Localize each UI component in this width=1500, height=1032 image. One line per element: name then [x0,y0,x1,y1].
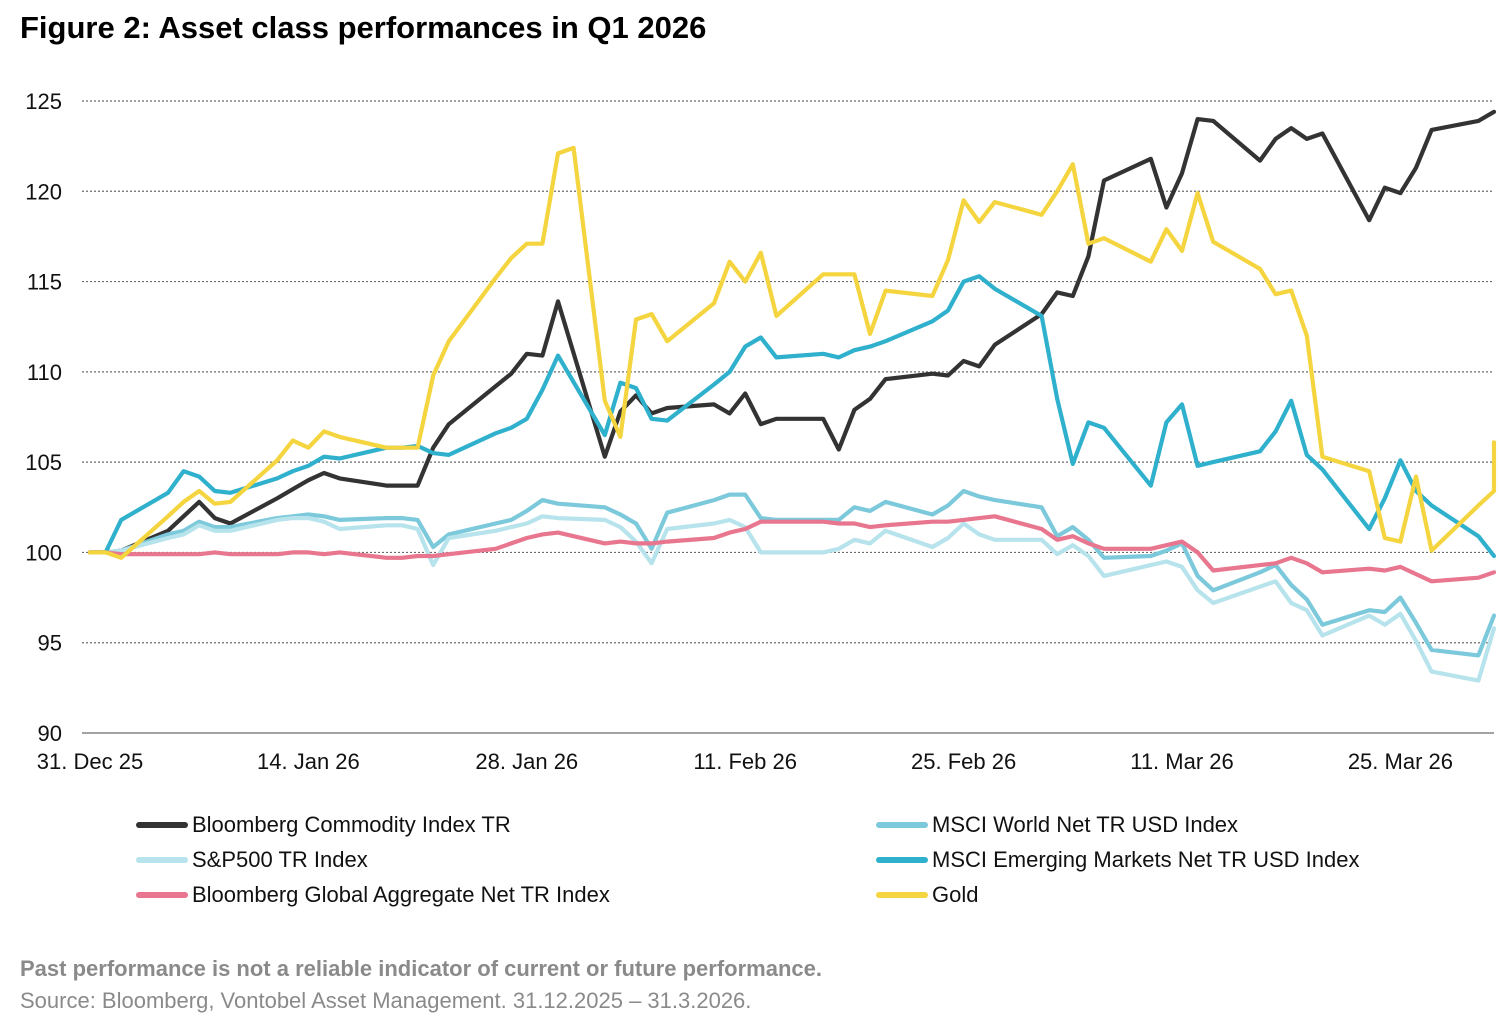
y-tick-label: 105 [25,450,62,475]
legend-label: MSCI Emerging Markets Net TR USD Index [932,847,1360,872]
legend-label: Bloomberg Global Aggregate Net TR Index [192,882,610,907]
legend-label: Bloomberg Commodity Index TR [192,812,511,837]
legend-label: Gold [932,882,979,907]
legend-item: Gold [876,880,978,910]
legend-swatch [876,822,928,828]
y-tick-label: 115 [27,270,62,295]
legend-swatch [876,892,928,898]
x-axis-tick-labels: 31. Dec 25 14. Jan 26 28. Jan 26 11. Feb 26… [37,749,1453,774]
x-tick-label: 25. Mar 26 [1348,749,1453,774]
y-tick-label: 110 [27,360,62,385]
x-tick-label: 11. Mar 26 [1130,749,1234,774]
y-tick-label: 120 [25,179,62,204]
y-tick-label: 100 [25,540,62,565]
disclaimer-note: Past performance is not a reliable indic… [20,956,822,981]
legend-item: Bloomberg Commodity Index TR [136,810,511,840]
x-tick-label: 31. Dec 25 [37,749,143,774]
series-line-2 [87,514,1497,683]
legend-item: MSCI Emerging Markets Net TR USD Index [876,845,1360,875]
legend-swatch [136,822,188,828]
legend-item: Bloomberg Global Aggregate Net TR Index [136,880,610,910]
legend-item: MSCI World Net TR USD Index [876,810,1238,840]
x-tick-label: 25. Feb 26 [911,749,1016,774]
legend-swatch [136,892,188,898]
line-chart: 90 95 100 105 110 115 120 125 31. Dec 25 14. Jan… [25,89,1497,774]
x-tick-label: 14. Jan 26 [257,749,360,774]
x-tick-label: 28. Jan 26 [475,749,578,774]
series-line-3 [87,274,1497,559]
legend-swatch [876,857,928,863]
series-line-4 [87,514,1497,584]
y-axis-tick-labels: 90 95 100 105 110 115 120 125 [25,89,62,746]
grid-lines [82,100,1494,734]
y-tick-label: 90 [38,721,62,746]
y-tick-label: 95 [38,631,62,656]
chart-title: Figure 2: Asset class performances in Q1… [20,10,707,45]
series-line-0 [87,109,1497,555]
x-tick-label: 11. Feb 26 [693,749,797,774]
series-line-1 [87,488,1497,658]
legend-item: S&P500 TR Index [136,845,368,875]
legend-label: MSCI World Net TR USD Index [932,812,1239,837]
series-line-5 [87,145,1497,560]
legend-swatch [136,857,188,863]
series-lines [87,109,1497,683]
y-tick-label: 125 [25,89,62,114]
source-note: Source: Bloomberg, Vontobel Asset Manage… [20,988,752,1013]
legend-label: S&P500 TR Index [192,847,368,872]
